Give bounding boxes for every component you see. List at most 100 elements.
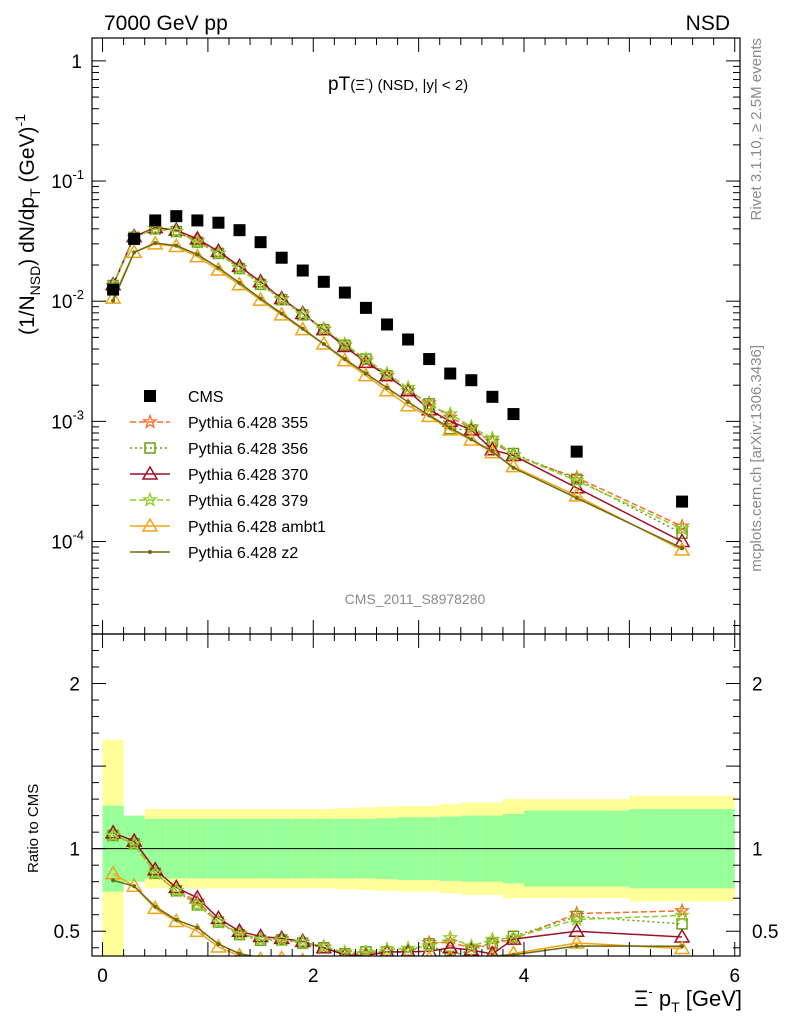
- ratio-3-point: [168, 882, 185, 898]
- series-5-point: [174, 243, 179, 248]
- cms-data-point: [402, 333, 415, 346]
- ratio-4-point: [278, 950, 286, 956]
- legend-marker-0: [142, 413, 158, 429]
- ratio-3-point: [442, 929, 459, 945]
- series-5-point: [680, 546, 685, 551]
- series-4-point: [441, 421, 459, 436]
- axes: 0 2 4 6 1 10-1 10-2 10-3 10-4 0.5 0.5 1 1 2 2 CMS: [51, 38, 778, 987]
- ratio-3-point: [231, 925, 248, 941]
- series-5-point: [195, 252, 200, 257]
- ratio-3-point: [421, 937, 438, 954]
- cms-data-point: [381, 318, 394, 331]
- series-4-point: [315, 335, 333, 350]
- ratio-3-point: [379, 940, 396, 956]
- x-tick-label: 4: [519, 966, 530, 987]
- chart-title: pT(Ξ-) (NSD, |y| < 2): [328, 74, 468, 95]
- ratio-4-point: [300, 952, 306, 956]
- series-4-point: [673, 541, 691, 556]
- ratio-5-point: [174, 917, 179, 922]
- cms-data-point: [107, 283, 120, 296]
- ratio-panel-content: [92, 739, 740, 974]
- series-4-point: [568, 487, 585, 502]
- ratio-4-point: [323, 955, 325, 956]
- legend-label-4: Pythia 6.428 ambt1: [188, 519, 326, 536]
- series-3-point: [336, 335, 353, 351]
- series-5-point: [363, 371, 368, 376]
- series-line-3: [112, 228, 683, 530]
- series-5-point: [111, 298, 116, 303]
- cms-data-point: [296, 264, 309, 277]
- cms-data-point: [212, 216, 225, 229]
- series-3-point: [273, 291, 290, 307]
- ratio-4-point: [146, 899, 164, 915]
- ratio-2-point: [486, 945, 499, 956]
- series-4-point: [336, 352, 354, 367]
- ratio-3-point: [568, 911, 585, 927]
- ratio-5-point: [385, 963, 389, 967]
- ratio-4-point: [401, 960, 415, 972]
- x-tick-label: 6: [729, 966, 740, 987]
- ratio-3-point: [315, 938, 332, 954]
- y-tick-label: 10-3: [51, 407, 84, 433]
- y-tick-label: 10-4: [51, 528, 84, 554]
- ratio-4-point: [507, 944, 520, 956]
- ratio-3-point: [400, 940, 417, 956]
- ratio-5-point: [195, 925, 200, 930]
- legend-label-3: Pythia 6.428 379: [188, 493, 308, 510]
- series-5-point: [406, 399, 411, 404]
- ratio-3-point: [357, 943, 374, 956]
- legend-marker-1: [144, 442, 156, 454]
- series-3-point: [484, 430, 501, 446]
- ratio-3-point: [210, 913, 227, 929]
- series-2-point: [189, 230, 206, 245]
- ratio-5-point: [364, 965, 368, 969]
- cms-data-point: [317, 275, 330, 288]
- series-3-point: [294, 305, 311, 321]
- legend-cms-label: CMS: [188, 389, 224, 406]
- ratio-3-point: [147, 864, 164, 881]
- series-3-point: [231, 259, 248, 276]
- ratio-3-point: [674, 907, 691, 923]
- cms-data-point: [423, 353, 436, 366]
- series-0-point: [442, 408, 459, 425]
- y-axis-label: (1/NNSD) dN/dpT (GeV)-1: [12, 114, 43, 335]
- series-3-point: [674, 520, 691, 536]
- rivet-label: Rivet 3.1.10, ≥ 2.5M events: [748, 38, 765, 221]
- y-tick-label: 1: [71, 52, 82, 73]
- series-4-point: [189, 248, 206, 263]
- legend-marker-5: [148, 550, 152, 554]
- ratio-5-point: [343, 966, 347, 970]
- series-5-point: [258, 296, 263, 301]
- cms-data-point: [507, 408, 520, 421]
- ratio-2-point: [210, 909, 227, 925]
- cms-data-point: [191, 214, 204, 227]
- series-5-point: [574, 496, 579, 501]
- ratio-5-point: [406, 962, 410, 966]
- legend-label-5: Pythia 6.428 z2: [188, 545, 298, 562]
- legend-marker-4: [141, 517, 159, 532]
- ratio-5-point: [132, 884, 137, 889]
- series-line-2: [112, 226, 683, 543]
- ratio-y-tick-label: 1: [69, 840, 80, 861]
- ratio-3-point: [484, 931, 501, 947]
- ratio-2-point: [441, 939, 459, 954]
- series-4-point: [252, 291, 269, 306]
- series-3-point: [505, 446, 522, 462]
- cms-data-point: [128, 232, 141, 245]
- ratio-4-point: [257, 950, 264, 956]
- ratio-y-tick-label-right: 1: [752, 840, 763, 861]
- ratio-y-tick-label: 0.5: [54, 922, 80, 943]
- ratio-3-point: [252, 930, 269, 947]
- ratio-5-point: [216, 942, 221, 947]
- ratio-5-point: [153, 904, 158, 909]
- cms-data-point: [233, 224, 246, 237]
- series-3-point: [357, 350, 374, 366]
- series-5-point: [490, 449, 495, 454]
- ratio-4-point: [568, 934, 585, 949]
- ratio-4-point: [359, 962, 373, 974]
- legend-label-1: Pythia 6.428 356: [188, 441, 308, 458]
- cms-data-point: [359, 301, 372, 314]
- ratio-5-point: [301, 958, 305, 962]
- series-2-point: [568, 479, 585, 494]
